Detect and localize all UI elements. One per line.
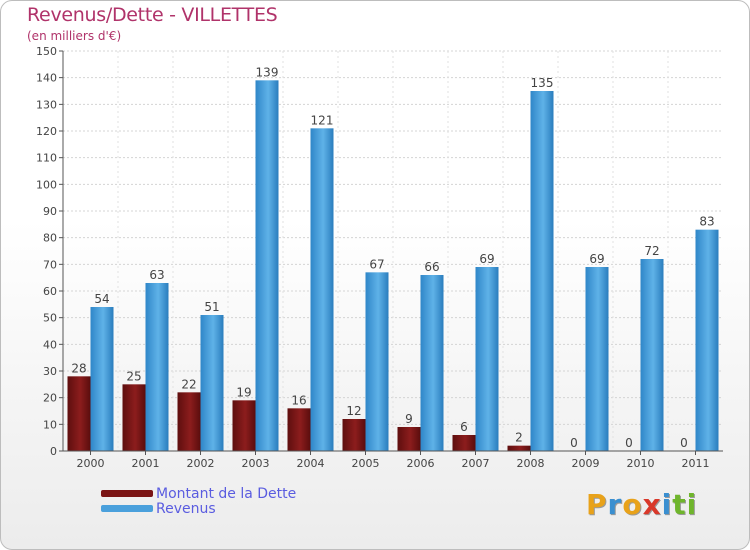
- x-tick-label: 2006: [407, 457, 435, 470]
- bar-dette: [452, 435, 476, 451]
- data-label: 69: [589, 252, 604, 266]
- legend-swatch-debt: [101, 490, 153, 497]
- data-label: 12: [346, 404, 361, 418]
- logo-letter: i: [661, 488, 673, 521]
- bar-revenus: [695, 229, 719, 451]
- data-label: 67: [369, 257, 384, 271]
- logo-letter: P: [586, 488, 608, 521]
- x-tick-label: 2003: [242, 457, 270, 470]
- data-label: 9: [405, 412, 413, 426]
- bar-revenus: [200, 315, 224, 451]
- data-label: 0: [570, 436, 578, 450]
- legend-label-revenus: Revenus: [156, 501, 216, 517]
- legend-swatch-revenus: [101, 505, 153, 512]
- bar-revenus: [420, 275, 444, 451]
- y-tick-label: 90: [43, 205, 57, 218]
- data-label: 121: [311, 113, 334, 127]
- data-label: 135: [531, 76, 554, 90]
- y-tick-label: 50: [43, 312, 57, 325]
- y-tick-label: 130: [36, 98, 57, 111]
- data-label: 25: [126, 369, 141, 383]
- x-tick-label: 2005: [352, 457, 380, 470]
- bar-dette: [287, 408, 311, 451]
- bar-revenus: [585, 267, 609, 451]
- bar-revenus: [640, 259, 664, 451]
- y-tick-label: 20: [43, 392, 57, 405]
- y-tick-label: 110: [36, 152, 57, 165]
- chart-subtitle: (en milliers d'€): [27, 29, 122, 43]
- x-tick-label: 2008: [517, 457, 545, 470]
- data-label: 22: [181, 377, 196, 391]
- logo-letter: x: [642, 488, 662, 521]
- data-label: 83: [699, 215, 714, 229]
- y-tick-label: 80: [43, 232, 57, 245]
- bar-dette: [342, 419, 366, 451]
- data-label: 54: [94, 292, 109, 306]
- y-tick-label: 120: [36, 125, 57, 138]
- x-tick-label: 2001: [132, 457, 160, 470]
- data-label: 6: [460, 420, 468, 434]
- chart-title: Revenus/Dette - VILLETTES: [27, 4, 278, 26]
- x-tick-label: 2009: [572, 457, 600, 470]
- bar-revenus: [310, 128, 334, 451]
- bar-dette: [507, 445, 531, 451]
- x-tick-label: 2000: [77, 457, 105, 470]
- bar-dette: [177, 392, 201, 451]
- y-tick-label: 0: [50, 445, 57, 458]
- y-tick-label: 140: [36, 72, 57, 85]
- x-tick-label: 2011: [682, 457, 710, 470]
- bar-revenus: [365, 272, 389, 451]
- data-label: 139: [256, 65, 279, 79]
- x-tick-label: 2010: [627, 457, 655, 470]
- data-label: 72: [644, 244, 659, 258]
- bar-dette: [397, 427, 421, 451]
- y-tick-label: 60: [43, 285, 57, 298]
- bar-revenus: [475, 267, 499, 451]
- x-tick-label: 2002: [187, 457, 215, 470]
- y-tick-label: 30: [43, 365, 57, 378]
- bar-revenus: [255, 80, 279, 451]
- bar-revenus: [530, 91, 554, 451]
- legend-label-debt: Montant de la Dette: [156, 486, 297, 502]
- data-label: 19: [236, 385, 251, 399]
- y-tick-label: 70: [43, 258, 57, 271]
- logo-letter: i: [686, 488, 698, 521]
- data-label: 16: [291, 393, 306, 407]
- logo-letter: o: [622, 488, 643, 521]
- bar-dette: [232, 400, 256, 451]
- data-label: 69: [479, 252, 494, 266]
- data-label: 66: [424, 260, 439, 274]
- logo-letter: t: [672, 488, 687, 521]
- bar-dette: [122, 384, 146, 451]
- y-tick-label: 150: [36, 45, 57, 58]
- data-label: 2: [515, 431, 523, 445]
- y-tick-label: 100: [36, 178, 57, 191]
- data-label: 0: [625, 436, 633, 450]
- y-tick-label: 40: [43, 338, 57, 351]
- y-tick-label: 10: [43, 418, 57, 431]
- bar-revenus: [90, 307, 114, 451]
- bar-revenus: [145, 283, 169, 451]
- proxiti-logo: Proxiti: [586, 488, 697, 521]
- logo-letter: r: [607, 488, 623, 521]
- data-label: 51: [204, 300, 219, 314]
- x-tick-label: 2007: [462, 457, 490, 470]
- x-tick-label: 2004: [297, 457, 325, 470]
- data-label: 63: [149, 268, 164, 282]
- bar-dette: [67, 376, 91, 451]
- data-label: 0: [680, 436, 688, 450]
- data-label: 28: [71, 361, 86, 375]
